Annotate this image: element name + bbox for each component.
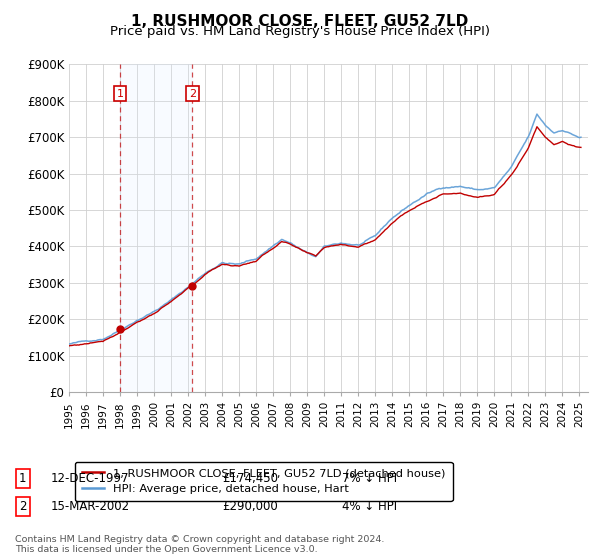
Text: Price paid vs. HM Land Registry's House Price Index (HPI): Price paid vs. HM Land Registry's House … [110, 25, 490, 38]
Text: £290,000: £290,000 [222, 500, 278, 514]
Text: 12-DEC-1997: 12-DEC-1997 [51, 472, 130, 486]
Legend: 1, RUSHMOOR CLOSE, FLEET, GU52 7LD (detached house), HPI: Average price, detache: 1, RUSHMOOR CLOSE, FLEET, GU52 7LD (deta… [74, 461, 452, 501]
Text: 1: 1 [19, 472, 26, 486]
Text: 7% ↓ HPI: 7% ↓ HPI [342, 472, 397, 486]
Text: 4% ↓ HPI: 4% ↓ HPI [342, 500, 397, 514]
Text: Contains HM Land Registry data © Crown copyright and database right 2024.
This d: Contains HM Land Registry data © Crown c… [15, 535, 385, 554]
Text: 2: 2 [19, 500, 26, 514]
Text: 15-MAR-2002: 15-MAR-2002 [51, 500, 130, 514]
Bar [120, 64, 193, 392]
Text: £174,450: £174,450 [222, 472, 278, 486]
Text: 1: 1 [116, 88, 124, 99]
Text: 2: 2 [189, 88, 196, 99]
Text: 1, RUSHMOOR CLOSE, FLEET, GU52 7LD: 1, RUSHMOOR CLOSE, FLEET, GU52 7LD [131, 14, 469, 29]
